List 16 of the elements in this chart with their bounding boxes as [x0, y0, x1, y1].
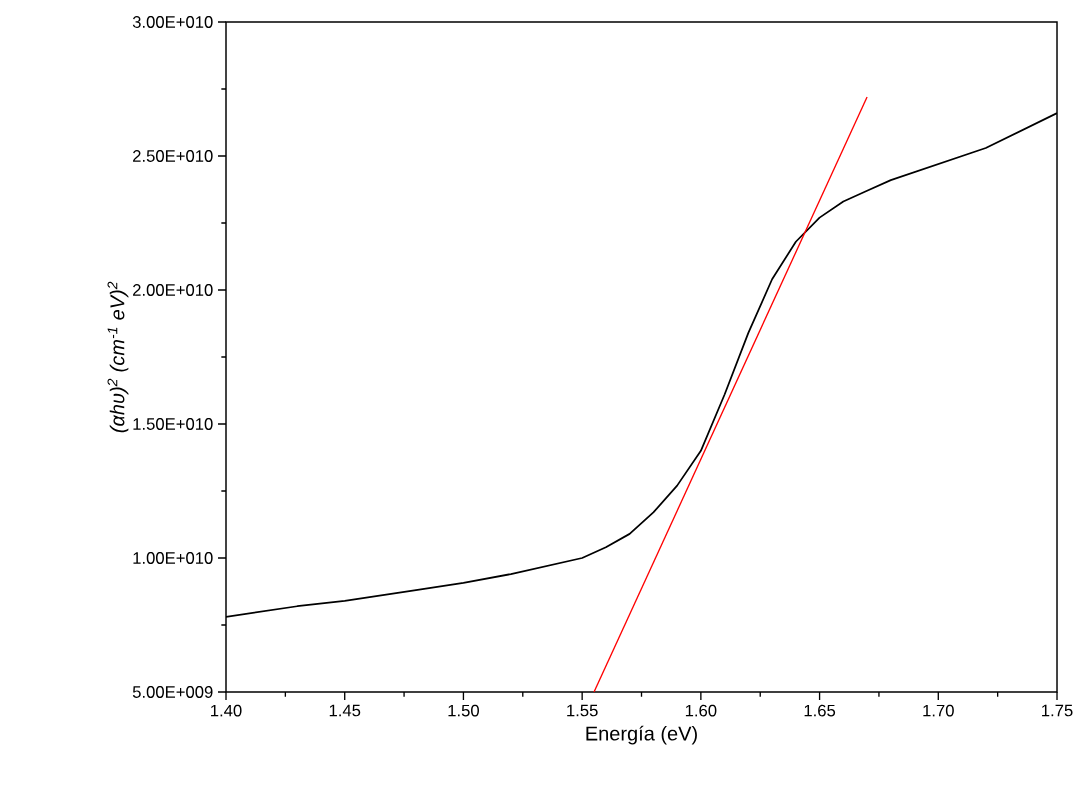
x-tick-label: 1.70	[923, 704, 954, 717]
y-tick-label: 2.50E+010	[133, 150, 213, 162]
y-tick-label: 2.00E+010	[133, 284, 213, 296]
x-axis-title: Energía (eV)	[586, 725, 697, 745]
y-axis-title: (αhυ)$^{2}$ (cm$^{-1}$ eV)$^{2}$	[107, 281, 129, 433]
y-tick-label: 3.00E+010	[132, 16, 213, 28]
x-tick-label: 1.60	[685, 704, 717, 717]
y-tick-label: 1.00E+010	[133, 552, 213, 564]
x-tick-label: 1.40	[211, 704, 242, 717]
x-tick-label: 1.75	[1042, 704, 1073, 717]
y-tick-label: 5.00E+009	[132, 686, 213, 698]
y-tick-label: 1.50E+010	[133, 418, 213, 430]
x-tick-label: 1.65	[804, 704, 836, 717]
x-tick-label: 1.50	[448, 704, 479, 717]
x-tick-label: 1.45	[329, 704, 361, 717]
x-tick-label: 1.55	[567, 704, 598, 717]
